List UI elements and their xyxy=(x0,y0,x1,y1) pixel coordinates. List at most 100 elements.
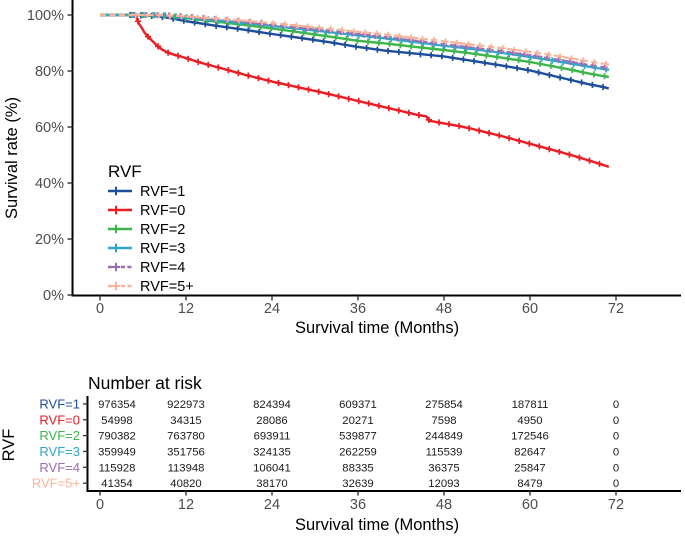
risk-value: 0 xyxy=(613,446,619,458)
legend-key-cross xyxy=(111,243,121,253)
risk-value: 187811 xyxy=(512,399,549,411)
risk-value: 539877 xyxy=(339,431,377,443)
risk-row-RVF=4: RVF=4 115928 113948 106041 88335 36375 25847 0 xyxy=(39,460,619,475)
legend-item-label: RVF=2 xyxy=(140,222,185,238)
x-tick-label: 24 xyxy=(264,301,280,317)
legend-title: RVF xyxy=(108,162,142,181)
risk-row-label: RVF=1 xyxy=(39,396,80,411)
censor-marks xyxy=(128,11,608,80)
risk-value: 0 xyxy=(613,399,619,411)
risk-value: 8479 xyxy=(517,478,542,490)
risk-value: 324135 xyxy=(253,446,291,458)
risk-row-RVF=2: RVF=2 790382 763780 693911 539877 244849 17254… xyxy=(39,428,619,443)
legend-key-cross xyxy=(111,205,121,215)
table-x-axis-title: Survival time (Months) xyxy=(295,516,459,534)
table-x-tick-label: 72 xyxy=(608,497,624,513)
risk-value: 88335 xyxy=(342,462,373,474)
risk-row-RVF=1: RVF=1 976354 922973 824394 609371 275854 18781… xyxy=(39,396,619,411)
legend-item-label: RVF=5+ xyxy=(140,279,194,295)
risk-row-label: RVF=4 xyxy=(39,460,80,475)
legend-item-RVF=1: RVF=1 xyxy=(108,184,185,200)
risk-value: 359949 xyxy=(98,446,136,458)
risk-row-label: RVF=5+ xyxy=(32,476,80,491)
censor-marks xyxy=(132,11,610,68)
survival-curve xyxy=(100,13,610,90)
legend-item-label: RVF=0 xyxy=(140,203,185,219)
censor-marks xyxy=(134,18,603,167)
risk-value: 106041 xyxy=(253,462,291,474)
x-tick-label: 0 xyxy=(96,301,104,317)
legend-item-RVF=2: RVF=2 xyxy=(108,222,185,238)
series-RVF=0 xyxy=(100,13,610,168)
legend-item-RVF=5+: RVF=5+ xyxy=(108,279,194,295)
risk-value: 824394 xyxy=(253,399,291,411)
risk-value: 0 xyxy=(613,462,619,474)
risk-value: 976354 xyxy=(98,399,136,411)
risk-table-title: Number at risk xyxy=(88,373,202,393)
risk-value: 82647 xyxy=(514,446,545,458)
risk-value: 4950 xyxy=(517,415,542,427)
y-tick-label: 60% xyxy=(35,120,64,136)
legend-item-RVF=4: RVF=4 xyxy=(108,260,185,276)
risk-value: 7598 xyxy=(431,415,456,427)
x-axis-title: Survival time (Months) xyxy=(295,319,459,337)
risk-value: 0 xyxy=(613,478,619,490)
table-x-axis-ticks: 0 12 24 36 48 60 72 xyxy=(96,491,624,513)
risk-value: 25847 xyxy=(514,462,545,474)
series-RVF=1 xyxy=(100,11,610,91)
x-tick-label: 12 xyxy=(178,301,194,317)
risk-value: 34315 xyxy=(170,415,201,427)
number-at-risk-table: Number at risk RVF=1 976354 922973 824394 609… xyxy=(0,373,681,534)
y-tick-label: 20% xyxy=(35,232,64,248)
risk-value: 275854 xyxy=(425,399,463,411)
table-y-axis-title: RVF xyxy=(0,429,18,462)
legend-item-label: RVF=1 xyxy=(140,184,185,200)
risk-value: 113948 xyxy=(168,462,205,474)
risk-value: 262259 xyxy=(339,446,377,458)
survival-curve xyxy=(100,13,610,168)
legend-item-RVF=0: RVF=0 xyxy=(108,203,185,219)
x-tick-label: 48 xyxy=(436,301,452,317)
legend-key-cross xyxy=(111,281,121,291)
x-axis-ticks: 0 12 24 36 48 60 72 xyxy=(96,295,624,317)
legend-key-cross xyxy=(111,186,121,196)
risk-row-label: RVF=3 xyxy=(39,444,80,459)
risk-value: 693911 xyxy=(254,431,291,443)
risk-value: 115539 xyxy=(426,446,463,458)
y-tick-label: 0% xyxy=(43,288,64,304)
legend-item-label: RVF=4 xyxy=(140,260,185,276)
risk-value: 41354 xyxy=(101,478,132,490)
y-axis-title: Survival rate (%) xyxy=(3,97,21,219)
y-tick-label: 40% xyxy=(35,176,64,192)
legend-key-cross xyxy=(111,224,121,234)
risk-value: 36375 xyxy=(428,462,459,474)
risk-value: 922973 xyxy=(167,399,205,411)
risk-row-RVF=3: RVF=3 359949 351756 324135 262259 115539 82647… xyxy=(39,444,619,459)
risk-row-RVF=5+: RVF=5+ 41354 40820 38170 32639 12093 8479 0 xyxy=(32,476,619,491)
risk-row-label: RVF=0 xyxy=(39,412,80,427)
risk-value: 790382 xyxy=(98,431,136,443)
risk-row-RVF=0: RVF=0 54998 34315 28086 20271 7598 4950 0 xyxy=(39,412,619,427)
risk-value: 244849 xyxy=(425,431,463,443)
legend-item-RVF=3: RVF=3 xyxy=(108,241,185,257)
risk-value: 20271 xyxy=(342,415,373,427)
table-x-tick-label: 48 xyxy=(436,497,452,513)
risk-value: 28086 xyxy=(256,415,287,427)
table-x-tick-label: 12 xyxy=(178,497,194,513)
risk-value: 54998 xyxy=(101,415,132,427)
legend-key-cross xyxy=(111,262,121,272)
x-tick-label: 72 xyxy=(608,301,624,317)
legend: RVF RVF=1 RVF=0 RVF=2 RVF=3 RVF=4 RVF=5+ xyxy=(108,162,194,295)
table-x-tick-label: 60 xyxy=(522,497,538,513)
risk-value: 12093 xyxy=(428,478,459,490)
risk-value: 0 xyxy=(613,415,619,427)
risk-value: 172546 xyxy=(511,431,549,443)
risk-value: 609371 xyxy=(339,399,377,411)
risk-value: 38170 xyxy=(256,478,287,490)
risk-value: 40820 xyxy=(170,478,201,490)
y-tick-label: 100% xyxy=(27,8,64,24)
y-tick-label: 80% xyxy=(35,64,64,80)
risk-value: 351756 xyxy=(167,446,205,458)
risk-value: 763780 xyxy=(167,431,205,443)
